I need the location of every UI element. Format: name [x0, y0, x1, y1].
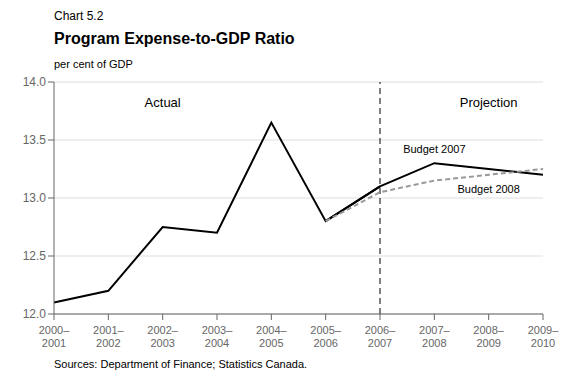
svg-text:2005–2006: 2005–2006	[310, 324, 341, 349]
svg-text:2008–2009: 2008–2009	[473, 324, 504, 349]
svg-text:12.5: 12.5	[23, 249, 47, 263]
svg-text:2000–2001: 2000–2001	[39, 324, 70, 349]
svg-text:14.0: 14.0	[23, 75, 47, 89]
svg-text:2001–2002: 2001–2002	[93, 324, 124, 349]
svg-text:Projection: Projection	[460, 95, 518, 110]
svg-text:2007–2008: 2007–2008	[419, 324, 450, 349]
html-text:Chart 5.2: Chart 5.2	[54, 9, 104, 23]
html-text:per cent of GDP: per cent of GDP	[54, 58, 133, 70]
svg-text:2002–2003: 2002–2003	[147, 324, 178, 349]
svg-text:Budget 2007: Budget 2007	[403, 143, 465, 155]
svg-text:13.0: 13.0	[23, 191, 47, 205]
svg-text:13.5: 13.5	[23, 133, 47, 147]
svg-text:2004–2005: 2004–2005	[256, 324, 287, 349]
svg-text:Budget 2008: Budget 2008	[457, 183, 519, 195]
svg-text:2009–2010: 2009–2010	[528, 324, 559, 349]
svg-text:12.0: 12.0	[23, 307, 47, 321]
svg-text:2006–2007: 2006–2007	[365, 324, 396, 349]
html-text:Program Expense-to-GDP Ratio: Program Expense-to-GDP Ratio	[54, 30, 295, 47]
svg-text:Actual: Actual	[145, 95, 181, 110]
html-text:Sources: Department of Finance: Sources: Department of Finance; Statisti…	[54, 358, 308, 370]
svg-text:2003–2004: 2003–2004	[202, 324, 233, 349]
